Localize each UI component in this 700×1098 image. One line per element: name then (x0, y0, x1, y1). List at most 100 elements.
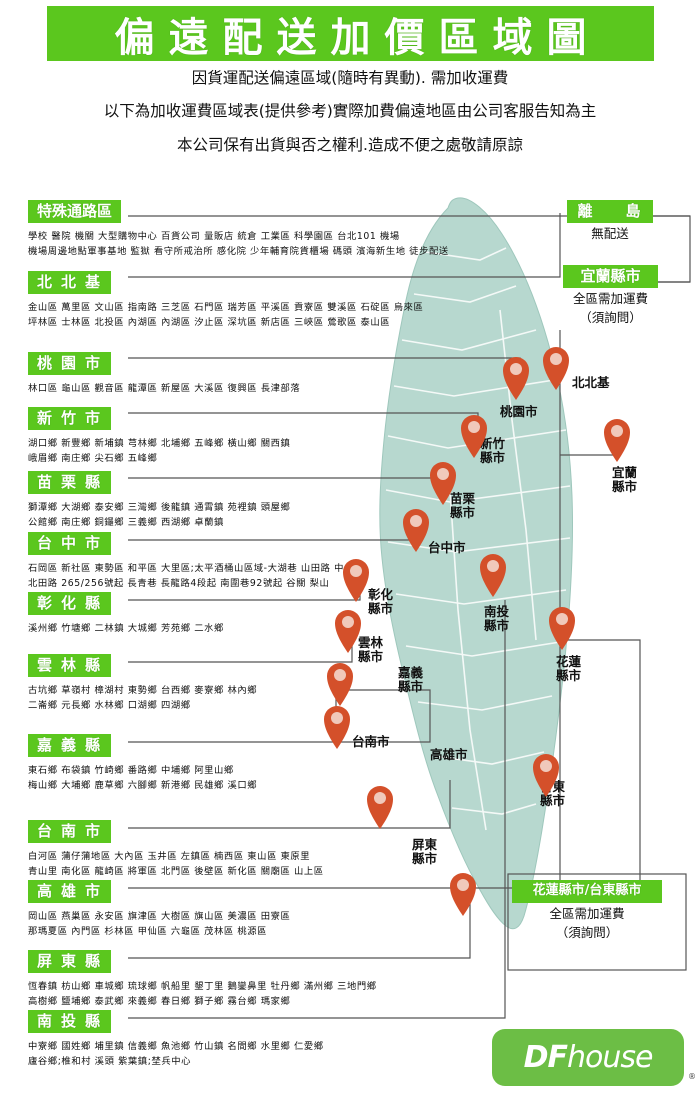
map-pin-label-yilan: 宜蘭 縣市 (612, 466, 637, 494)
region-row: 石岡區 新社區 東勢區 和平區 大里區;太平酒桶山區域-大湖巷 山田路 中山巷 (28, 563, 364, 574)
region-row-list: 白河區 蒲仔蒲地區 大內區 玉井區 左鎮區 楠西區 東山區 東原里 青山里 南化區… (28, 849, 324, 879)
pin-label-line-2: 縣市 (612, 479, 638, 494)
map-pin-label-miaoli: 苗栗 縣市 (450, 492, 475, 520)
region-group-8: 雲林縣古坑鄉 草嶺村 樟湖村 東勢鄉 台西鄉 麥寮鄉 林內鄉 二崙鄉 元長鄉 水林… (28, 654, 257, 713)
region-group-5: 苗栗縣獅潭鄉 大湖鄉 泰安鄉 三灣鄉 後龍鎮 通霄鎮 苑裡鎮 頭屋鄉 公館鄉 南庄… (28, 471, 290, 530)
map-pin-label-hsinchu: 新竹 縣市 (480, 437, 505, 465)
region-row: 溪州鄉 竹塘鄉 二林鎮 大城鄉 芳苑鄉 二水鄉 (28, 623, 224, 634)
pin-label-line-1: 宜蘭 (612, 465, 638, 480)
page-title: 偏遠配送加價區域圖 (114, 14, 601, 61)
pin-label-line-2: 縣市 (412, 851, 438, 866)
region-row-list: 林口區 龜山區 觀音區 龍潭區 新屋區 大溪區 復興區 長津部落 (28, 381, 300, 396)
region-tag: 苗栗縣 (28, 471, 112, 494)
logo-thin: house (566, 1040, 653, 1075)
region-tag: 台南市 (28, 820, 112, 843)
region-row-list: 學校 醫院 機關 大型購物中心 百貨公司 量販店 統倉 工業區 科學園區 台北1… (28, 229, 449, 259)
hualien-taitung-note-1: 全區需加運費 (549, 906, 625, 921)
region-group-9: 嘉義縣東石鄉 布袋鎮 竹崎鄉 番路鄉 中埔鄉 阿里山鄉梅山鄉 大埔鄉 鹿草鄉 六… (28, 734, 257, 793)
hualien-taitung-box: 花蓮縣市/台東縣市 全區需加運費 （須詢問） (512, 880, 662, 941)
region-row: 古坑鄉 草嶺村 樟湖村 東勢鄉 台西鄉 麥寮鄉 林內鄉 (28, 685, 258, 696)
subtitle-line-2: 以下為加收運費區域表(提供參考)實際加費偏遠地區由公司客服告知為主 (103, 102, 597, 120)
region-row: 那瑪夏區 內門區 杉林區 甲仙區 六龜區 茂林區 桃源區 (28, 926, 268, 937)
map-pin-label-taitung: 台東 縣市 (540, 780, 565, 808)
region-tag: 南投縣 (28, 1010, 112, 1033)
pin-label-line-2: 縣市 (484, 618, 510, 633)
region-row: 峨眉鄉 南庄鄉 尖石鄉 五峰鄉 (28, 453, 158, 464)
region-row: 東石鄉 布袋鎮 竹崎鄉 番路鄉 中埔鄉 阿里山鄉 (28, 765, 234, 776)
map-pin-label-chiayi: 嘉義 縣市 (398, 666, 423, 694)
region-row-list: 東石鄉 布袋鎮 竹崎鄉 番路鄉 中埔鄉 阿里山鄉梅山鄉 大埔鄉 鹿草鄉 六腳鄉 … (28, 763, 257, 793)
region-row: 林口區 龜山區 觀音區 龍潭區 新屋區 大溪區 復興區 長津部落 (28, 383, 301, 394)
region-row: 金山區 萬里區 文山區 指南路 三芝區 石門區 瑞芳區 平溪區 貢寮區 雙溪區 … (28, 302, 424, 313)
region-tag: 北北基 (28, 271, 112, 294)
region-tag: 屏東縣 (28, 950, 112, 973)
region-tag: 桃園市 (28, 352, 112, 375)
map-pin-label-taipei: 北北基 (572, 375, 610, 390)
map-pin-label-hualien: 花蓮 縣市 (556, 655, 581, 683)
offshore-islands-tag: 離 島 (567, 200, 653, 223)
hualien-taitung-note-2: （須詢問） (555, 925, 619, 940)
region-group-13: 南投縣 中寮鄉 國姓鄉 埔里鎮 信義鄉 魚池鄉 竹山鎮 名間鄉 水里鄉 仁愛鄉 廬谷… (28, 1010, 324, 1069)
map-pin-label-pingtung: 屏東 縣市 (412, 838, 437, 866)
brand-logo-text: DFhouse (524, 1040, 654, 1075)
pin-label-line-1: 屏東 (412, 837, 438, 852)
region-row: 學校 醫院 機關 大型購物中心 百貨公司 量販店 統倉 工業區 科學園區 台北1… (28, 231, 400, 242)
pin-label-line-2: 縣市 (368, 601, 394, 616)
region-row-list: 岡山區 燕巢區 永安區 旗津區 大樹區 旗山區 美濃區 田寮區 那瑪夏區 內門區 … (28, 909, 290, 939)
yilan-tag: 宜蘭縣市 (563, 265, 658, 288)
region-row: 獅潭鄉 大湖鄉 泰安鄉 三灣鄉 後龍鎮 通霄鎮 苑裡鎮 頭屋鄉 (28, 502, 291, 513)
region-row: 廬谷鄉;椎和村 溪頭 紫葉鎮;埜兵中心 (28, 1056, 192, 1067)
registered-mark: ® (688, 1072, 696, 1081)
pin-label-line-1: 花蓮 (556, 654, 582, 669)
pin-label-line-1: 嘉義 (398, 665, 424, 680)
map-pin-label-nantou: 南投 縣市 (484, 605, 509, 633)
region-tag: 彰化縣 (28, 592, 112, 615)
map-pin-label-changhua: 彰化 縣市 (368, 588, 393, 616)
pin-label-line-1: 彰化 (368, 587, 394, 602)
pin-label-line-2: 縣市 (358, 649, 384, 664)
map-pin-label-kaohsiung: 高雄市 (430, 747, 468, 762)
region-row: 公館鄉 南庄鄉 銅鑼鄉 三義鄉 西湖鄉 卓蘭鎮 (28, 517, 224, 528)
region-tag: 特殊通路區 (28, 200, 122, 223)
region-group-1: 特殊通路區學校 醫院 機關 大型購物中心 百貨公司 量販店 統倉 工業區 科學園… (28, 200, 449, 259)
region-row-list: 溪州鄉 竹塘鄉 二林鎮 大城鄉 芳苑鄉 二水鄉 (28, 621, 224, 636)
pin-label-line-1: 苗栗 (450, 491, 476, 506)
map-pin-label-taichung: 台中市 (428, 540, 466, 555)
brand-logo: DFhouse (492, 1029, 684, 1086)
region-row-list: 金山區 萬里區 文山區 指南路 三芝區 石門區 瑞芳區 平溪區 貢寮區 雙溪區 … (28, 300, 423, 330)
hualien-taitung-tag: 花蓮縣市/台東縣市 (512, 880, 662, 903)
region-row: 岡山區 燕巢區 永安區 旗津區 大樹區 旗山區 美濃區 田寮區 (28, 911, 291, 922)
pin-label-line-1: 南投 (484, 604, 510, 619)
region-row-list: 恆春鎮 枋山鄉 車城鄉 琉球鄉 帆船里 墾丁里 鵝鑾鼻里 牡丹鄉 滿州鄉 三地門… (28, 979, 377, 1009)
map-pin-label-tainan: 台南市 (352, 734, 390, 749)
region-group-2: 北北基金山區 萬里區 文山區 指南路 三芝區 石門區 瑞芳區 平溪區 貢寮區 雙… (28, 271, 423, 330)
pin-label-line-2: 縣市 (480, 450, 506, 465)
region-tag: 高雄市 (28, 880, 112, 903)
subtitle-line-3: 本公司保有出貨與否之權利.造成不便之處敬請原諒 (177, 136, 523, 154)
region-group-4: 新竹市湖口鄉 新豐鄉 新埔鎮 芎林鄉 北埔鄉 五峰鄉 橫山鄉 關西鎮 峨眉鄉 南庄… (28, 407, 290, 466)
region-tag: 新竹市 (28, 407, 112, 430)
region-group-11: 高雄市岡山區 燕巢區 永安區 旗津區 大樹區 旗山區 美濃區 田寮區 那瑪夏區 內… (28, 880, 290, 939)
offshore-islands-note: 無配送 (591, 226, 629, 241)
region-row-list: 獅潭鄉 大湖鄉 泰安鄉 三灣鄉 後龍鎮 通霄鎮 苑裡鎮 頭屋鄉 公館鄉 南庄鄉 銅… (28, 500, 290, 530)
region-row: 二崙鄉 元長鄉 水林鄉 口湖鄉 四湖鄉 (28, 700, 191, 711)
region-tag: 雲林縣 (28, 654, 112, 677)
yilan-note-2: （須詢問） (579, 310, 642, 325)
region-row: 梅山鄉 大埔鄉 鹿草鄉 六腳鄉 新港鄉 民雄鄉 溪口鄉 (28, 780, 258, 791)
subtitle-line-1: 因貨運配送偏遠區域(隨時有異動). 需加收運費 (191, 69, 509, 87)
pin-label-line-1: 雲林 (358, 635, 384, 650)
region-row-list: 湖口鄉 新豐鄉 新埔鎮 芎林鄉 北埔鄉 五峰鄉 橫山鄉 關西鎮 峨眉鄉 南庄鄉 尖… (28, 436, 290, 466)
region-row: 湖口鄉 新豐鄉 新埔鎮 芎林鄉 北埔鄉 五峰鄉 橫山鄉 關西鎮 (28, 438, 291, 449)
region-tag: 嘉義縣 (28, 734, 112, 757)
pin-label-line-1: 台東 (540, 779, 566, 794)
poster-title-bar: 偏遠配送加價區域圖 (47, 6, 654, 61)
yilan-box: 宜蘭縣市 全區需加運費 （須詢問） (563, 265, 658, 326)
pin-label-line-2: 縣市 (540, 793, 566, 808)
region-row: 坪林區 士林區 北投區 內湖區 內湖區 汐止區 深坑區 新店區 三峽區 鶯歌區 … (28, 317, 391, 328)
region-group-3: 桃園市林口區 龜山區 觀音區 龍潭區 新屋區 大溪區 復興區 長津部落 (28, 352, 300, 396)
region-row-list: 古坑鄉 草嶺村 樟湖村 東勢鄉 台西鄉 麥寮鄉 林內鄉 二崙鄉 元長鄉 水林鄉 口… (28, 683, 257, 713)
region-row: 北田路 265/256號起 長青巷 長龍路4段起 南圍巷92號起 谷關 梨山 (28, 578, 330, 589)
pin-label-line-2: 縣市 (450, 505, 476, 520)
region-group-7: 彰化縣溪州鄉 竹塘鄉 二林鎮 大城鄉 芳苑鄉 二水鄉 (28, 592, 224, 636)
